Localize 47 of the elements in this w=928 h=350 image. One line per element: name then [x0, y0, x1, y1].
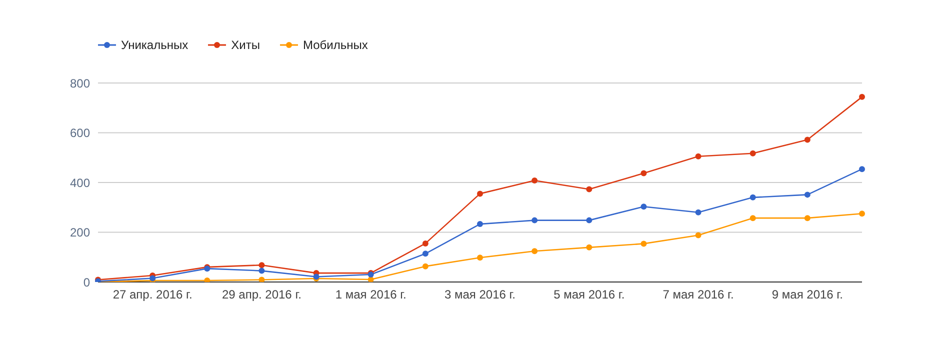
legend-label: Мобильных	[302, 38, 368, 52]
point	[477, 190, 483, 197]
x-tick-label: 29 апр. 2016 г.	[222, 288, 302, 302]
x-tick-label: 7 мая 2016 г.	[662, 288, 734, 302]
point	[750, 194, 756, 200]
point	[804, 192, 810, 198]
point	[532, 178, 538, 184]
point	[750, 150, 756, 156]
point	[640, 204, 647, 210]
y-tick-label: 200	[70, 226, 90, 240]
point	[532, 248, 538, 254]
x-tick-label: 9 мая 2016 г.	[772, 288, 843, 302]
y-tick-label: 600	[70, 126, 90, 140]
point	[859, 210, 865, 217]
legend-label: Уникальных	[120, 38, 188, 52]
y-tick-label: 800	[70, 76, 90, 90]
point	[422, 263, 428, 270]
point	[258, 262, 265, 268]
point	[640, 170, 647, 176]
point	[422, 250, 428, 257]
point	[859, 94, 865, 100]
point	[258, 276, 265, 282]
point	[586, 186, 592, 192]
point	[640, 240, 647, 247]
point	[586, 217, 592, 224]
point	[695, 153, 702, 160]
point	[750, 215, 756, 222]
point	[477, 254, 483, 261]
x-tick-label: 3 мая 2016 г.	[444, 288, 516, 302]
y-tick-label: 0	[83, 275, 90, 290]
x-tick-label: 1 мая 2016 г.	[335, 288, 406, 302]
point	[695, 232, 702, 238]
point	[532, 217, 538, 224]
y-tick-label: 400	[70, 176, 90, 190]
point	[859, 166, 865, 172]
point	[477, 221, 483, 228]
x-tick-label: 27 апр. 2016 г.	[112, 288, 192, 302]
x-tick-label: 5 мая 2016 г.	[554, 288, 625, 302]
legend-label: Хиты	[230, 38, 260, 52]
point	[422, 240, 428, 246]
point	[586, 244, 592, 250]
point	[695, 209, 702, 216]
point	[804, 215, 810, 222]
point	[368, 276, 374, 282]
point	[804, 136, 810, 143]
point	[150, 275, 156, 282]
point	[258, 268, 265, 274]
